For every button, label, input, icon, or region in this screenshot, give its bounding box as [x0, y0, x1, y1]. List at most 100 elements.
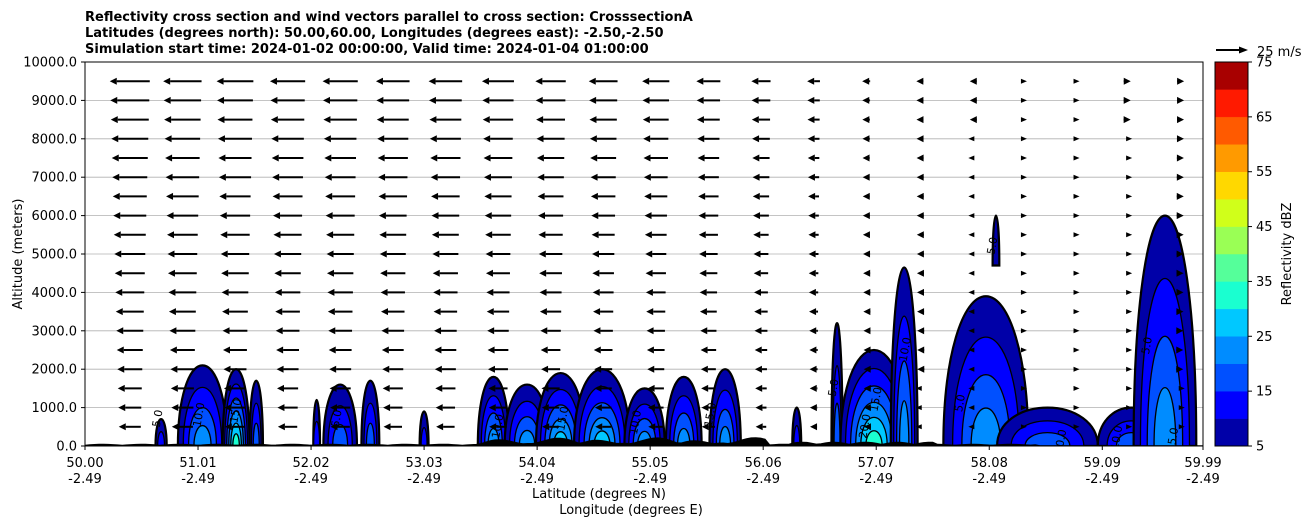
wind-vector [1176, 288, 1184, 296]
wind-vector [1073, 251, 1080, 257]
wind-vector [916, 116, 924, 124]
wind-arrowhead [968, 289, 975, 295]
wind-vector [699, 269, 718, 277]
chart-title-line-3: Simulation start time: 2024-01-02 00:00:… [85, 42, 649, 57]
contour-band [1024, 431, 1071, 446]
wind-vector [1073, 174, 1080, 180]
contour-band [991, 214, 1001, 267]
wind-vector [168, 308, 196, 316]
wind-arrowhead [429, 135, 437, 143]
wind-arrowhead [1176, 327, 1184, 335]
wind-vector [1176, 250, 1184, 258]
wind-vector [1176, 192, 1184, 200]
contour-band [793, 424, 801, 446]
wind-arrowhead [487, 365, 495, 373]
wind-vector [485, 250, 511, 258]
wind-arrowhead [1073, 328, 1080, 334]
wind-vector [377, 135, 409, 143]
y-tick-label: 2000.0 [32, 363, 78, 378]
wind-vector [808, 288, 819, 296]
wind-arrowhead [644, 192, 652, 200]
y-tick-label: 9000.0 [32, 94, 78, 109]
wind-arrowhead [696, 116, 704, 124]
wind-arrowhead [270, 116, 278, 124]
wind-arrowhead [431, 231, 439, 239]
wind-arrowhead [328, 327, 336, 335]
wind-vector [916, 154, 924, 162]
wind-vector [171, 404, 194, 412]
wind-vector [277, 423, 298, 431]
wind-arrowhead [968, 174, 975, 180]
wind-vector [166, 192, 199, 200]
wind-vector [273, 212, 303, 220]
wind-vector [171, 423, 193, 431]
wind-vector [589, 116, 617, 124]
contour-label: 5.0 [150, 409, 166, 428]
wind-vector [485, 231, 511, 239]
wind-vector [435, 384, 456, 392]
contour-label: 5.0 [329, 409, 345, 428]
wind-vector [809, 404, 818, 412]
wind-arrowhead [1020, 385, 1027, 391]
wind-arrowhead [594, 365, 602, 373]
wind-vector [1020, 405, 1027, 411]
wind-vector [588, 77, 618, 85]
wind-vector [593, 327, 613, 335]
wind-arrowhead [593, 346, 601, 354]
wind-vector [1073, 136, 1080, 142]
wind-arrowhead [1020, 136, 1027, 142]
wind-vector [916, 77, 924, 85]
wind-vector [274, 288, 301, 296]
wind-arrowhead [171, 423, 179, 431]
wind-arrowhead [753, 288, 761, 296]
wind-vector [433, 308, 458, 316]
x-tick-label-lat: 59.99 [1184, 456, 1221, 471]
wind-arrowhead [223, 384, 231, 392]
wind-vector [755, 404, 767, 412]
wind-vector [486, 308, 510, 316]
wind-arrowhead [432, 269, 440, 277]
wind-arrowhead [754, 346, 762, 354]
wind-arrowhead [916, 212, 924, 220]
wind-vector [539, 269, 562, 277]
x-tick-label-lon: -2.49 [746, 472, 780, 487]
wind-vector [380, 269, 406, 277]
wind-vector [431, 212, 460, 220]
wind-vector [917, 288, 925, 296]
wind-arrowhead [700, 365, 708, 373]
wind-vector [809, 346, 818, 354]
contour-label: 20.0 [856, 413, 873, 439]
wind-vector [535, 96, 566, 104]
x-tick-label-lat: 51.01 [179, 456, 216, 471]
wind-vector [118, 404, 142, 412]
wind-arrowhead [273, 231, 281, 239]
wind-vector [537, 192, 564, 200]
wind-vector [915, 424, 922, 430]
wind-vector [968, 232, 975, 238]
wind-vector [917, 365, 925, 373]
wind-arrowhead [1073, 309, 1080, 315]
wind-vector [322, 96, 358, 104]
wind-arrowhead [217, 116, 225, 124]
wind-arrowhead [538, 231, 546, 239]
contour-label: 10.0 [191, 401, 208, 427]
wind-vector [643, 154, 668, 162]
wind-vector [270, 116, 305, 124]
wind-vector [217, 116, 253, 124]
contour-label: 10.0 [627, 409, 644, 435]
wind-arrowhead [753, 212, 761, 220]
wind-vector [1073, 232, 1080, 238]
wind-arrowhead [269, 77, 277, 85]
wind-arrowhead [1126, 328, 1133, 334]
wind-vector [647, 365, 665, 373]
wind-vector [645, 288, 666, 296]
wind-arrowhead [540, 346, 548, 354]
wind-vector [700, 346, 717, 354]
wind-arrowhead [272, 192, 280, 200]
wind-arrowhead [755, 423, 763, 431]
wind-arrowhead [751, 77, 759, 85]
wind-vector [648, 423, 664, 431]
wind-vector [916, 135, 924, 143]
wind-vector [589, 96, 618, 104]
wind-vector [594, 404, 612, 412]
